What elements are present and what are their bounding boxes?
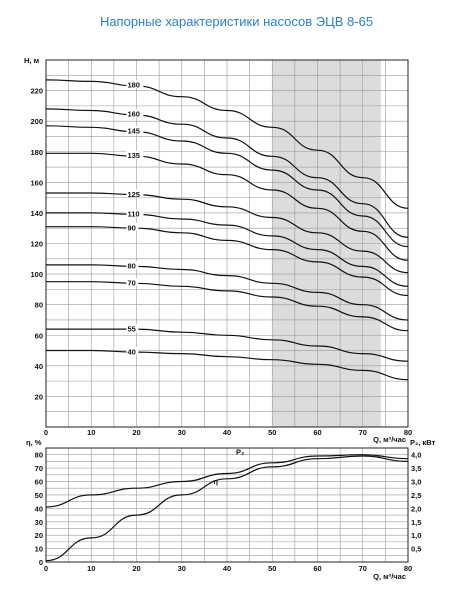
curve-label-55: 55 <box>127 325 135 334</box>
curve-label-135: 135 <box>127 151 140 160</box>
y-right-tick-label: 1,5 <box>411 518 421 527</box>
y-right-tick-label: 0,5 <box>411 545 421 554</box>
curve-label-110: 110 <box>127 210 139 219</box>
y-right-tick-label: 4,0 <box>411 451 421 460</box>
y-tick-label: 180 <box>30 148 43 157</box>
y-tick-label: 0 <box>39 558 43 567</box>
head-curve-55 <box>45 328 409 362</box>
efficiency-curve-label: η <box>213 477 218 486</box>
curve-label-bg <box>126 222 139 231</box>
curve-label-125: 125 <box>127 190 140 199</box>
y-tick-label: 20 <box>35 531 43 540</box>
head-curve-80 <box>46 264 409 321</box>
curve-label-bg <box>126 277 139 286</box>
y-tick-label: 200 <box>30 117 43 126</box>
y-tick-label: 140 <box>30 209 43 218</box>
y-tick-label: 30 <box>35 518 43 527</box>
curve-label-70: 70 <box>127 278 135 287</box>
y-tick-label: 80 <box>35 451 43 460</box>
x-tick-label: 30 <box>178 564 186 573</box>
y-tick-label: 40 <box>35 504 43 513</box>
y-tick-label: 60 <box>35 331 43 340</box>
y-right-tick-label: 1,0 <box>411 531 421 540</box>
curve-label-bg <box>126 80 144 89</box>
head-curve-135 <box>46 152 409 261</box>
plot-frame <box>45 447 409 563</box>
curve-label-160: 160 <box>127 110 140 119</box>
y-tick-label: 220 <box>30 87 43 96</box>
y-tick-label: 80 <box>35 301 43 310</box>
y-tick-label: 100 <box>30 270 43 279</box>
y-right-tick-label: 3,0 <box>411 478 421 487</box>
y-tick-label: 70 <box>35 464 43 473</box>
x-tick-label: 40 <box>223 564 231 573</box>
head-curve-110 <box>46 212 409 287</box>
curve-label-bg <box>126 346 139 355</box>
y-tick-label: 10 <box>35 545 43 554</box>
curve-label-bg <box>126 209 144 218</box>
y-tick-label: 50 <box>35 491 43 500</box>
x-tick-label: 10 <box>87 564 95 573</box>
x-tick-label: 0 <box>44 428 48 437</box>
x-tick-label: 40 <box>223 428 231 437</box>
x-tick-label: 70 <box>359 564 367 573</box>
head-curve-145 <box>45 125 409 248</box>
head-curve-70 <box>46 281 409 332</box>
head-curve-160 <box>45 108 409 238</box>
curve-label-bg <box>126 261 139 270</box>
y-tick-label: 120 <box>30 240 43 249</box>
y-tick-label: 160 <box>30 178 43 187</box>
y-tick-label: 60 <box>35 478 43 487</box>
x-tick-label: 20 <box>132 564 140 573</box>
head-curve-90 <box>46 226 409 297</box>
y-axis-label: η, % <box>26 438 42 447</box>
curve-label-bg <box>126 109 144 118</box>
x-tick-label: 50 <box>268 564 276 573</box>
curve-label-90: 90 <box>127 223 135 232</box>
curve-label-bg <box>126 324 139 333</box>
power-curve <box>45 454 409 508</box>
y-axis-label: H, м <box>24 56 40 65</box>
x-tick-label: 50 <box>268 428 276 437</box>
y-right-tick-label: 3,5 <box>411 464 421 473</box>
head-curve-125 <box>46 192 409 274</box>
curve-label-40: 40 <box>127 347 135 356</box>
x-tick-label: 0 <box>44 564 48 573</box>
y-right-tick-label: 2,5 <box>411 491 421 500</box>
x-tick-label: 80 <box>404 564 412 573</box>
curve-label-bg <box>126 125 144 134</box>
curve-label-145: 145 <box>127 126 140 135</box>
head-curve-40 <box>46 349 409 381</box>
x-tick-label: 60 <box>313 564 321 573</box>
x-tick-label: 10 <box>87 428 95 437</box>
x-tick-label: 70 <box>359 428 367 437</box>
y-right-axis-label: P₂, кВт <box>410 438 436 447</box>
x-axis-label: Q, м³/час <box>373 435 406 444</box>
curve-label-180: 180 <box>127 81 140 90</box>
head-curve-180 <box>45 79 409 209</box>
x-tick-label: 80 <box>404 428 412 437</box>
x-axis-label: Q, м³/час <box>373 572 406 581</box>
efficiency-curve <box>45 455 409 562</box>
x-tick-label: 30 <box>178 428 186 437</box>
curve-label-80: 80 <box>127 262 135 271</box>
y-right-tick-label: 2,0 <box>411 504 421 513</box>
x-tick-label: 60 <box>313 428 321 437</box>
y-tick-label: 20 <box>35 392 43 401</box>
page-title: Напорные характеристики насосов ЭЦВ 8-65 <box>99 14 374 29</box>
y-tick-label: 40 <box>35 362 43 371</box>
power-curve-label: P₂ <box>236 448 244 457</box>
curve-label-bg <box>126 189 144 198</box>
plot-frame <box>45 59 409 428</box>
curve-label-bg <box>126 150 144 159</box>
x-tick-label: 20 <box>132 428 140 437</box>
